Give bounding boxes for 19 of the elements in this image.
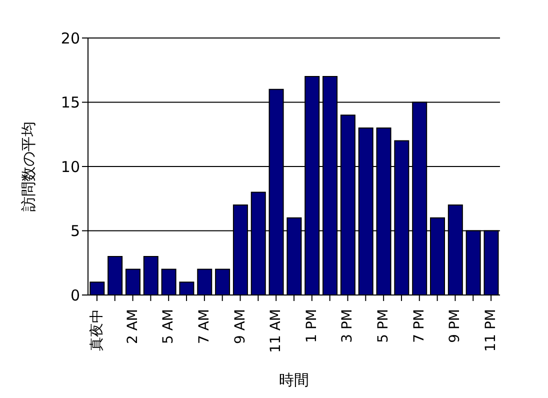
y-tick-label: 5 <box>70 222 80 240</box>
x-tick-label: 1 PM <box>304 309 320 343</box>
x-tick-label: 真夜中 <box>88 309 105 351</box>
x-axis-title: 時間 <box>279 371 309 389</box>
x-tick-label: 2 AM <box>124 309 141 344</box>
x-tick-label: 5 PM <box>376 309 392 343</box>
y-tick-label: 20 <box>60 29 80 48</box>
y-axis-title: 訪問数の平均 <box>19 122 38 212</box>
y-tick-label: 15 <box>60 94 80 112</box>
x-tick-label: 7 AM <box>196 309 212 344</box>
x-tick-label: 11 PM <box>483 309 500 352</box>
y-tick-label: 0 <box>70 286 80 304</box>
x-tick-label: 9 PM <box>447 309 464 343</box>
x-tick-label: 7 PM <box>411 309 428 343</box>
x-tick-label: 3 PM <box>340 309 356 343</box>
x-tick-label: 11 AM <box>268 309 284 353</box>
x-tick-label: 9 AM <box>232 309 248 344</box>
y-tick-label: 10 <box>60 158 80 176</box>
x-tick-label: 5 AM <box>160 309 177 344</box>
